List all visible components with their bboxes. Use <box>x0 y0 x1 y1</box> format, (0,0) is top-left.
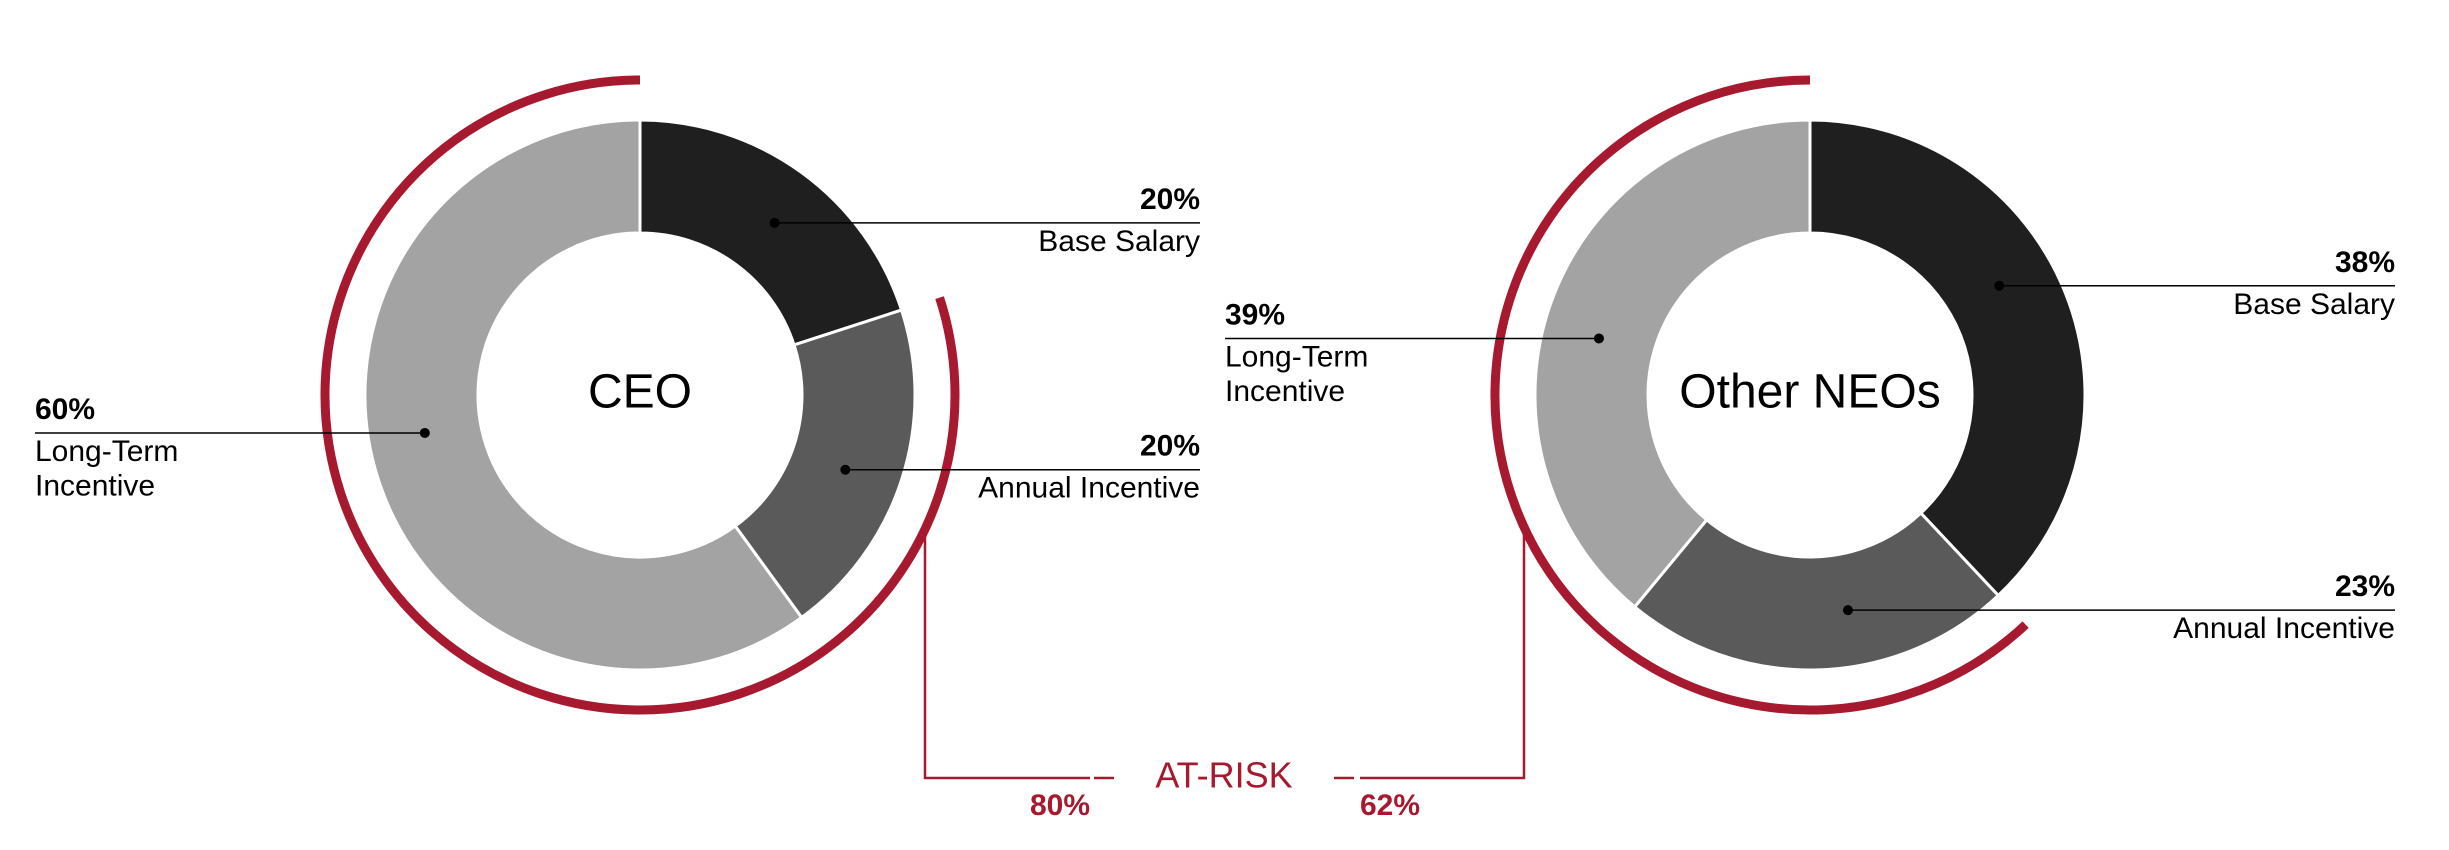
slice-neos-lti <box>1535 120 1810 607</box>
callout-pct-ceo-base: 20% <box>1140 183 1200 216</box>
atrisk-connector-neos <box>1360 527 1524 778</box>
atrisk-pct-ceo: 80% <box>1030 789 1090 822</box>
callout-label-neos-lti: Long-TermIncentive <box>1225 340 1368 408</box>
center-label-ceo: CEO <box>588 366 692 419</box>
atrisk-connector-ceo <box>925 529 1090 778</box>
callout-label-ceo-annual: Annual Incentive <box>978 472 1200 505</box>
callout-pct-neos-annual: 23% <box>2335 570 2395 603</box>
donut-neos: Other NEOs 38% Base Salary 23% Annual Incent… <box>1225 80 2395 822</box>
callout-label-neos-base: Base Salary <box>2233 288 2395 321</box>
atrisk-label: AT-RISK <box>1155 755 1292 796</box>
slice-ceo-base <box>640 120 902 345</box>
callout-label-ceo-lti: Long-TermIncentive <box>35 435 178 503</box>
center-label-neos: Other NEOs <box>1679 366 1940 419</box>
donut-ceo: CEO 20% Base Salary 20% Annual Incentive 60% L… <box>35 80 1200 822</box>
callout-pct-ceo-lti: 60% <box>35 393 95 426</box>
compensation-donut-charts: CEO 20% Base Salary 20% Annual Incentive 60% L… <box>0 0 2449 850</box>
atrisk-pct-neos: 62% <box>1360 789 1420 822</box>
callout-label-ceo-base: Base Salary <box>1038 225 1200 258</box>
slice-neos-base <box>1810 120 2085 595</box>
callout-pct-neos-base: 38% <box>2335 246 2395 279</box>
callout-pct-neos-lti: 39% <box>1225 298 1285 331</box>
callout-label-neos-annual: Annual Incentive <box>2173 612 2395 645</box>
callout-pct-ceo-annual: 20% <box>1140 430 1200 463</box>
